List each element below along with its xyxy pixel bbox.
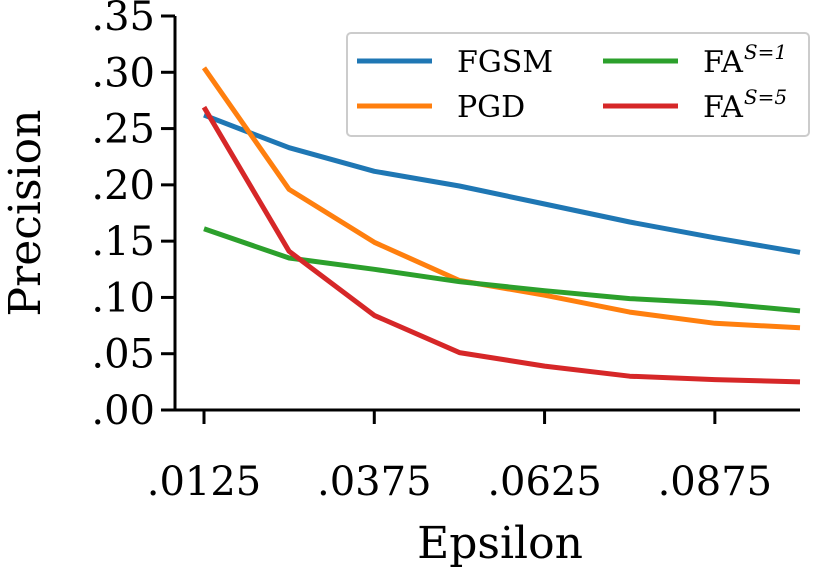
y-tick-label: .05 bbox=[91, 332, 155, 378]
x-tick-label: .0875 bbox=[658, 459, 773, 505]
x-axis-ticks: .0125 .0375 .0625 .0875 bbox=[147, 410, 772, 505]
y-tick-label: .35 bbox=[91, 0, 155, 40]
plot-area bbox=[201, 66, 801, 385]
series-lines bbox=[201, 66, 801, 385]
series-line-2 bbox=[203, 226, 801, 314]
legend-label-3: FAS=5 bbox=[703, 85, 787, 125]
y-tick-label: .20 bbox=[91, 163, 155, 209]
x-axis-title: Epsilon bbox=[417, 518, 583, 567]
y-axis-ticks: .00 .05 .10 .15 .20 .25 .30 .35 bbox=[91, 0, 175, 434]
legend: FGSM PGD FAS=1 FAS=5 bbox=[346, 32, 810, 137]
y-tick-label: .30 bbox=[91, 50, 155, 96]
legend-frame bbox=[346, 32, 810, 137]
x-tick-label: .0375 bbox=[317, 459, 432, 505]
x-tick-label: .0625 bbox=[487, 459, 602, 505]
series-line-0 bbox=[203, 112, 801, 255]
legend-label-1: PGD bbox=[457, 90, 525, 125]
legend-label-0: FGSM bbox=[457, 45, 553, 80]
series-line-3 bbox=[201, 105, 801, 385]
y-tick-label: .00 bbox=[91, 388, 155, 434]
y-tick-label: .25 bbox=[91, 107, 155, 153]
y-tick-label: .10 bbox=[91, 275, 155, 321]
legend-label-2: FAS=1 bbox=[703, 40, 787, 80]
y-axis-title: Precision bbox=[0, 110, 51, 317]
y-tick-label: .15 bbox=[91, 219, 155, 265]
axes: .00 .05 .10 .15 .20 .25 .30 .35 .0125 .0375 .0625… bbox=[91, 0, 800, 505]
x-tick-label: .0125 bbox=[147, 459, 262, 505]
